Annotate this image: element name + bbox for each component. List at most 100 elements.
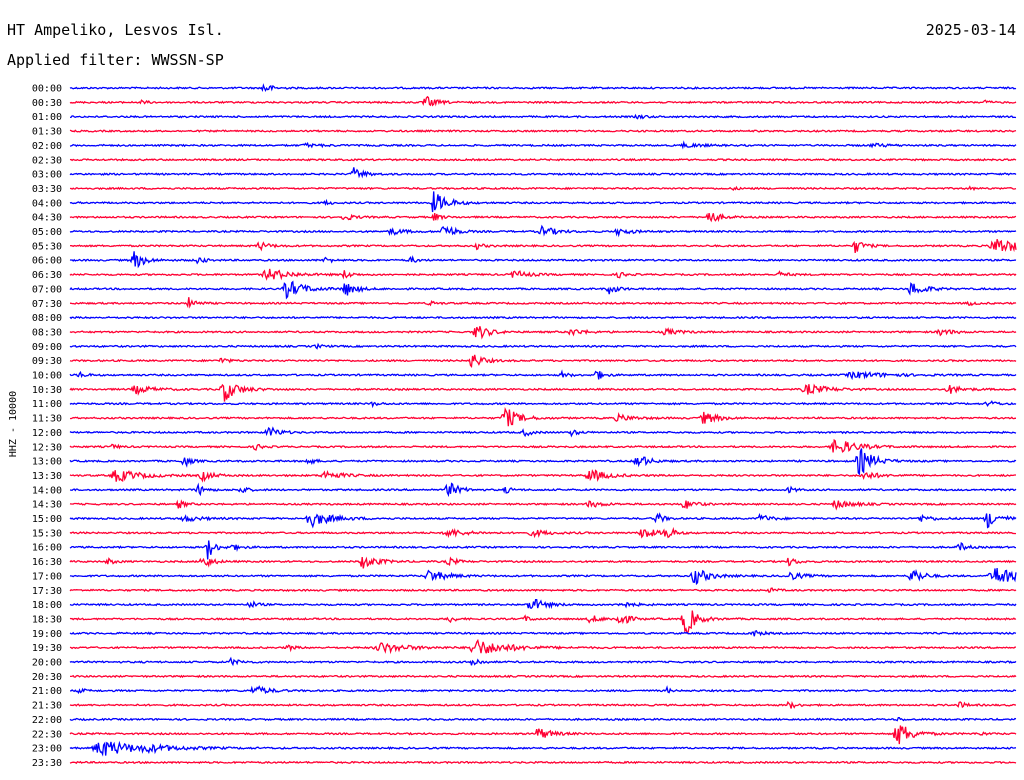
time-label: 16:00 — [32, 543, 62, 554]
time-label: 20:00 — [32, 658, 62, 669]
time-label: 09:00 — [32, 342, 62, 353]
time-label: 08:30 — [32, 327, 62, 338]
time-label: 08:00 — [32, 313, 62, 324]
time-label: 06:30 — [32, 270, 62, 281]
trace-line — [69, 268, 1017, 281]
trace-line — [70, 685, 1017, 695]
trace-line — [69, 238, 1017, 253]
time-label: 19:00 — [32, 629, 62, 640]
time-label: 02:30 — [32, 155, 62, 166]
time-label: 23:30 — [32, 758, 62, 769]
time-label: 22:00 — [32, 715, 62, 726]
trace-line — [69, 406, 1017, 427]
trace-line — [69, 185, 1017, 192]
trace-line — [69, 656, 1017, 667]
trace-line — [69, 610, 1017, 634]
record-date: 2025-03-14 — [925, 21, 1016, 39]
trace-line — [69, 587, 1017, 593]
time-label: 21:30 — [32, 701, 62, 712]
time-label: 17:00 — [32, 571, 62, 582]
trace-line — [69, 113, 1017, 120]
trace-line — [69, 740, 1017, 757]
time-label: 06:00 — [32, 256, 62, 267]
trace-line — [69, 95, 1017, 107]
time-label: 11:00 — [32, 399, 62, 410]
time-label: 12:00 — [32, 428, 62, 439]
trace-line — [69, 717, 1017, 722]
time-label: 07:00 — [32, 284, 62, 295]
time-label: 18:00 — [32, 600, 62, 611]
trace-line — [69, 354, 1017, 369]
time-label: 20:30 — [32, 672, 62, 683]
time-label: 10:30 — [32, 385, 62, 396]
trace-line — [69, 540, 1016, 560]
time-label: 07:30 — [32, 299, 62, 310]
trace-line — [69, 568, 1017, 586]
trace-line — [69, 167, 1017, 179]
trace-line — [69, 251, 1017, 269]
time-label: 14:30 — [32, 500, 62, 511]
trace-line — [69, 400, 1017, 409]
time-label: 00:30 — [32, 98, 62, 109]
trace-rows: 00:00 00:30 01:00 01:30 02:00 02:30 03:00 03:30… — [32, 83, 1017, 769]
trace-line — [69, 599, 1017, 610]
trace-line — [69, 469, 1016, 483]
time-label: 17:30 — [32, 586, 62, 597]
time-label: 21:00 — [32, 686, 62, 697]
trace-line — [69, 140, 1017, 150]
trace-line — [69, 191, 1017, 213]
trace-line — [69, 638, 1016, 655]
trace-line — [69, 426, 1017, 438]
time-label: 12:30 — [32, 442, 62, 453]
time-label: 03:30 — [32, 184, 62, 195]
trace-line — [69, 760, 1017, 765]
trace-line — [69, 448, 1017, 476]
time-label: 23:00 — [32, 744, 62, 755]
time-label: 05:00 — [32, 227, 62, 238]
time-label: 11:30 — [32, 414, 62, 425]
time-label: 16:30 — [32, 557, 62, 568]
time-label: 19:30 — [32, 643, 62, 654]
time-label: 13:00 — [32, 457, 62, 468]
trace-line — [69, 83, 1017, 93]
trace-line — [69, 556, 1017, 569]
time-label: 00:00 — [32, 84, 62, 95]
time-label: 15:00 — [32, 514, 62, 525]
time-label: 15:30 — [32, 528, 62, 539]
time-label: 02:00 — [32, 141, 62, 152]
trace-line — [69, 326, 1017, 340]
time-label: 14:00 — [32, 485, 62, 496]
time-label: 13:30 — [32, 471, 62, 482]
trace-line — [69, 512, 1017, 529]
time-label: 22:30 — [32, 729, 62, 740]
trace-line — [69, 342, 1017, 350]
trace-line — [69, 725, 1017, 745]
time-label: 09:30 — [32, 356, 62, 367]
time-label: 10:00 — [32, 371, 62, 382]
time-label: 18:30 — [32, 614, 62, 625]
trace-line — [69, 482, 1017, 498]
trace-line — [70, 674, 1017, 679]
trace-line — [69, 499, 1017, 511]
time-label: 04:30 — [32, 213, 62, 224]
trace-line — [69, 212, 1017, 223]
trace-line — [69, 369, 1017, 381]
filter-label: Applied filter: WWSSN-SP — [7, 51, 224, 69]
trace-line — [69, 297, 1017, 309]
trace-line — [69, 315, 1017, 320]
trace-line — [69, 383, 1017, 402]
trace-line — [69, 438, 1017, 453]
trace-line — [69, 700, 1016, 709]
time-label: 01:00 — [32, 112, 62, 123]
trace-line — [69, 224, 1017, 238]
trace-line — [69, 629, 1017, 637]
time-label: 01:30 — [32, 127, 62, 138]
trace-line — [69, 526, 1017, 539]
trace-line — [69, 129, 1017, 133]
trace-line — [69, 280, 1017, 300]
y-axis-label: HHZ - 10000 — [8, 391, 19, 457]
trace-line — [69, 157, 1017, 162]
time-label: 03:00 — [32, 170, 62, 181]
station-title: HT Ampeliko, Lesvos Isl. — [7, 21, 224, 39]
